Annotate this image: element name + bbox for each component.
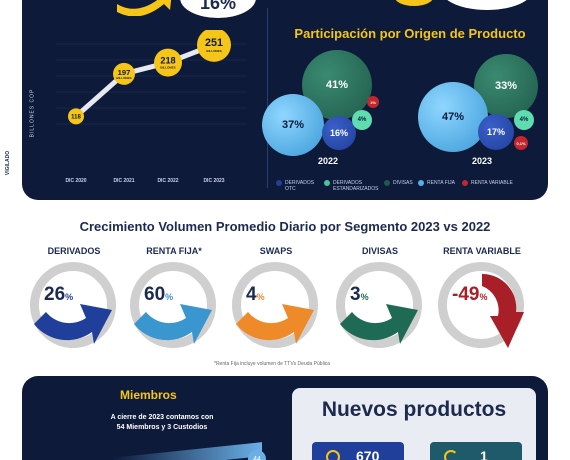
members-text-line1: A cierre de 2023 contamos con	[110, 414, 214, 421]
top-right-badge	[442, 0, 532, 10]
data-unit-label: BILLONES	[206, 49, 221, 53]
members-bar	[112, 442, 262, 460]
segment-value: -49%	[452, 284, 488, 305]
segment-value: 26%	[44, 284, 74, 305]
new-products-title: Nuevos productos	[321, 398, 507, 421]
x-tick-label: DIC 2022	[157, 178, 178, 184]
legend-dot	[418, 180, 424, 186]
coin-icon	[326, 450, 340, 460]
bubble-2023-renta-fija: 47%	[418, 82, 488, 152]
segment-arrow	[482, 273, 524, 348]
top-panel: 16% BILLONES COP 118 DIC 2020 197 BILLONES D…	[22, 0, 548, 200]
bubble-2023-derivados-est: 4%	[514, 110, 534, 130]
data-point	[113, 62, 135, 85]
segment-label: DIVISAS	[361, 246, 398, 256]
product-card-1-value: 670	[356, 448, 380, 460]
data-label: 218	[160, 56, 175, 66]
segment-gauge-ring	[232, 262, 318, 348]
legend-derivados-estandarizados: DERIVADOS ESTANDARIZADOS	[324, 180, 385, 192]
data-point	[197, 30, 231, 62]
bubble-2022-renta-fija: 37%	[262, 94, 324, 156]
bubble-2022-derivados-est: 4%	[352, 110, 372, 130]
segment-arrow-icon	[340, 304, 418, 344]
legend-derivados-otc: DERIVADOS OTC	[276, 180, 315, 192]
year-label-2022: 2022	[318, 156, 339, 166]
product-card-2: 1	[430, 442, 522, 460]
legend-dot	[276, 180, 282, 186]
chart-ylabel: BILLONES COP	[29, 88, 36, 138]
segment-arrow	[134, 304, 212, 344]
legend-renta-variable: RENTA VARIABLE	[462, 180, 513, 186]
bubble-2022-renta-variable: 1%	[367, 96, 379, 108]
x-tick-label: DIC 2020	[65, 178, 86, 184]
panel-divider	[267, 8, 268, 188]
x-tick-label: DIC 2021	[113, 178, 134, 184]
legend-divisas: DIVISAS	[384, 180, 413, 186]
product-card-2-value: 1	[480, 448, 488, 460]
segment-arrow	[236, 304, 314, 344]
segment-label: RENTA FIJA*	[146, 246, 202, 256]
refresh-icon	[444, 450, 458, 460]
segment-gauge-ring	[30, 262, 116, 348]
legend-dot	[384, 180, 390, 186]
headline-value: 16%	[199, 0, 237, 13]
year-label-2023: 2023	[472, 156, 493, 166]
segment-arrow	[34, 304, 112, 344]
data-unit-label: BILLONES	[116, 76, 131, 80]
side-label: VIGILADO	[5, 150, 12, 176]
members-text-line2: 54 Miembros y 3 Custodios	[116, 424, 208, 431]
data-unit-label: BILLONES	[160, 66, 175, 70]
segment-value: 60%	[144, 284, 174, 305]
top-right-bubble	[394, 0, 434, 6]
legend-dot	[324, 180, 330, 186]
data-label: 251	[205, 37, 223, 49]
participation-title: Participación por Origen de Producto	[294, 26, 526, 41]
data-point	[154, 48, 182, 77]
segment-arrow-icon	[482, 273, 524, 348]
segment-label: DERIVADOS	[47, 246, 101, 256]
segment-arrow-icon	[236, 304, 314, 344]
segment-gauge-ring	[130, 262, 216, 348]
segment-gauge-ring	[336, 262, 422, 348]
segment-arrow	[340, 304, 418, 344]
bubble-2022-divisas: 41%	[302, 50, 372, 120]
arrow-icon	[112, 0, 172, 17]
segment-label: SWAPS	[259, 246, 293, 256]
segment-value: 3%	[350, 284, 369, 305]
members-bubble: 44	[248, 450, 266, 460]
segment-label: RENTA VARIABLE	[443, 246, 521, 256]
growth-title: Crecimiento Volumen Promedio Diario por …	[79, 219, 491, 234]
bubble-2023-derivados-otc: 17%	[478, 114, 514, 150]
data-point	[68, 108, 84, 125]
bubble-2023-renta-variable: 0,1%	[514, 136, 528, 150]
segment-arrow-icon	[34, 304, 112, 344]
data-label: 118	[71, 114, 81, 120]
bubble-2022-derivados-otc: 16%	[322, 116, 356, 150]
headline-badge: 16%	[180, 0, 256, 18]
x-tick-label: DIC 2023	[203, 178, 224, 184]
members-title: Miembros	[120, 388, 177, 402]
legend-dot	[462, 180, 468, 186]
legend-renta-fija: RENTA FIJA	[418, 180, 455, 186]
segment-gauge-ring	[438, 262, 524, 348]
series-line	[74, 42, 215, 119]
bottom-panel: Miembros A cierre de 2023 contamos con 5…	[22, 376, 548, 460]
new-products-card: Nuevos productos 670 1	[292, 388, 536, 460]
product-card-1: 670	[312, 442, 404, 460]
segment-arrow-icon	[134, 304, 212, 344]
data-label: 197	[118, 68, 131, 77]
growth-footnote: *Renta Fija incluye volumen de TTVs Deud…	[214, 361, 331, 367]
segment-value: 4%	[246, 284, 265, 305]
